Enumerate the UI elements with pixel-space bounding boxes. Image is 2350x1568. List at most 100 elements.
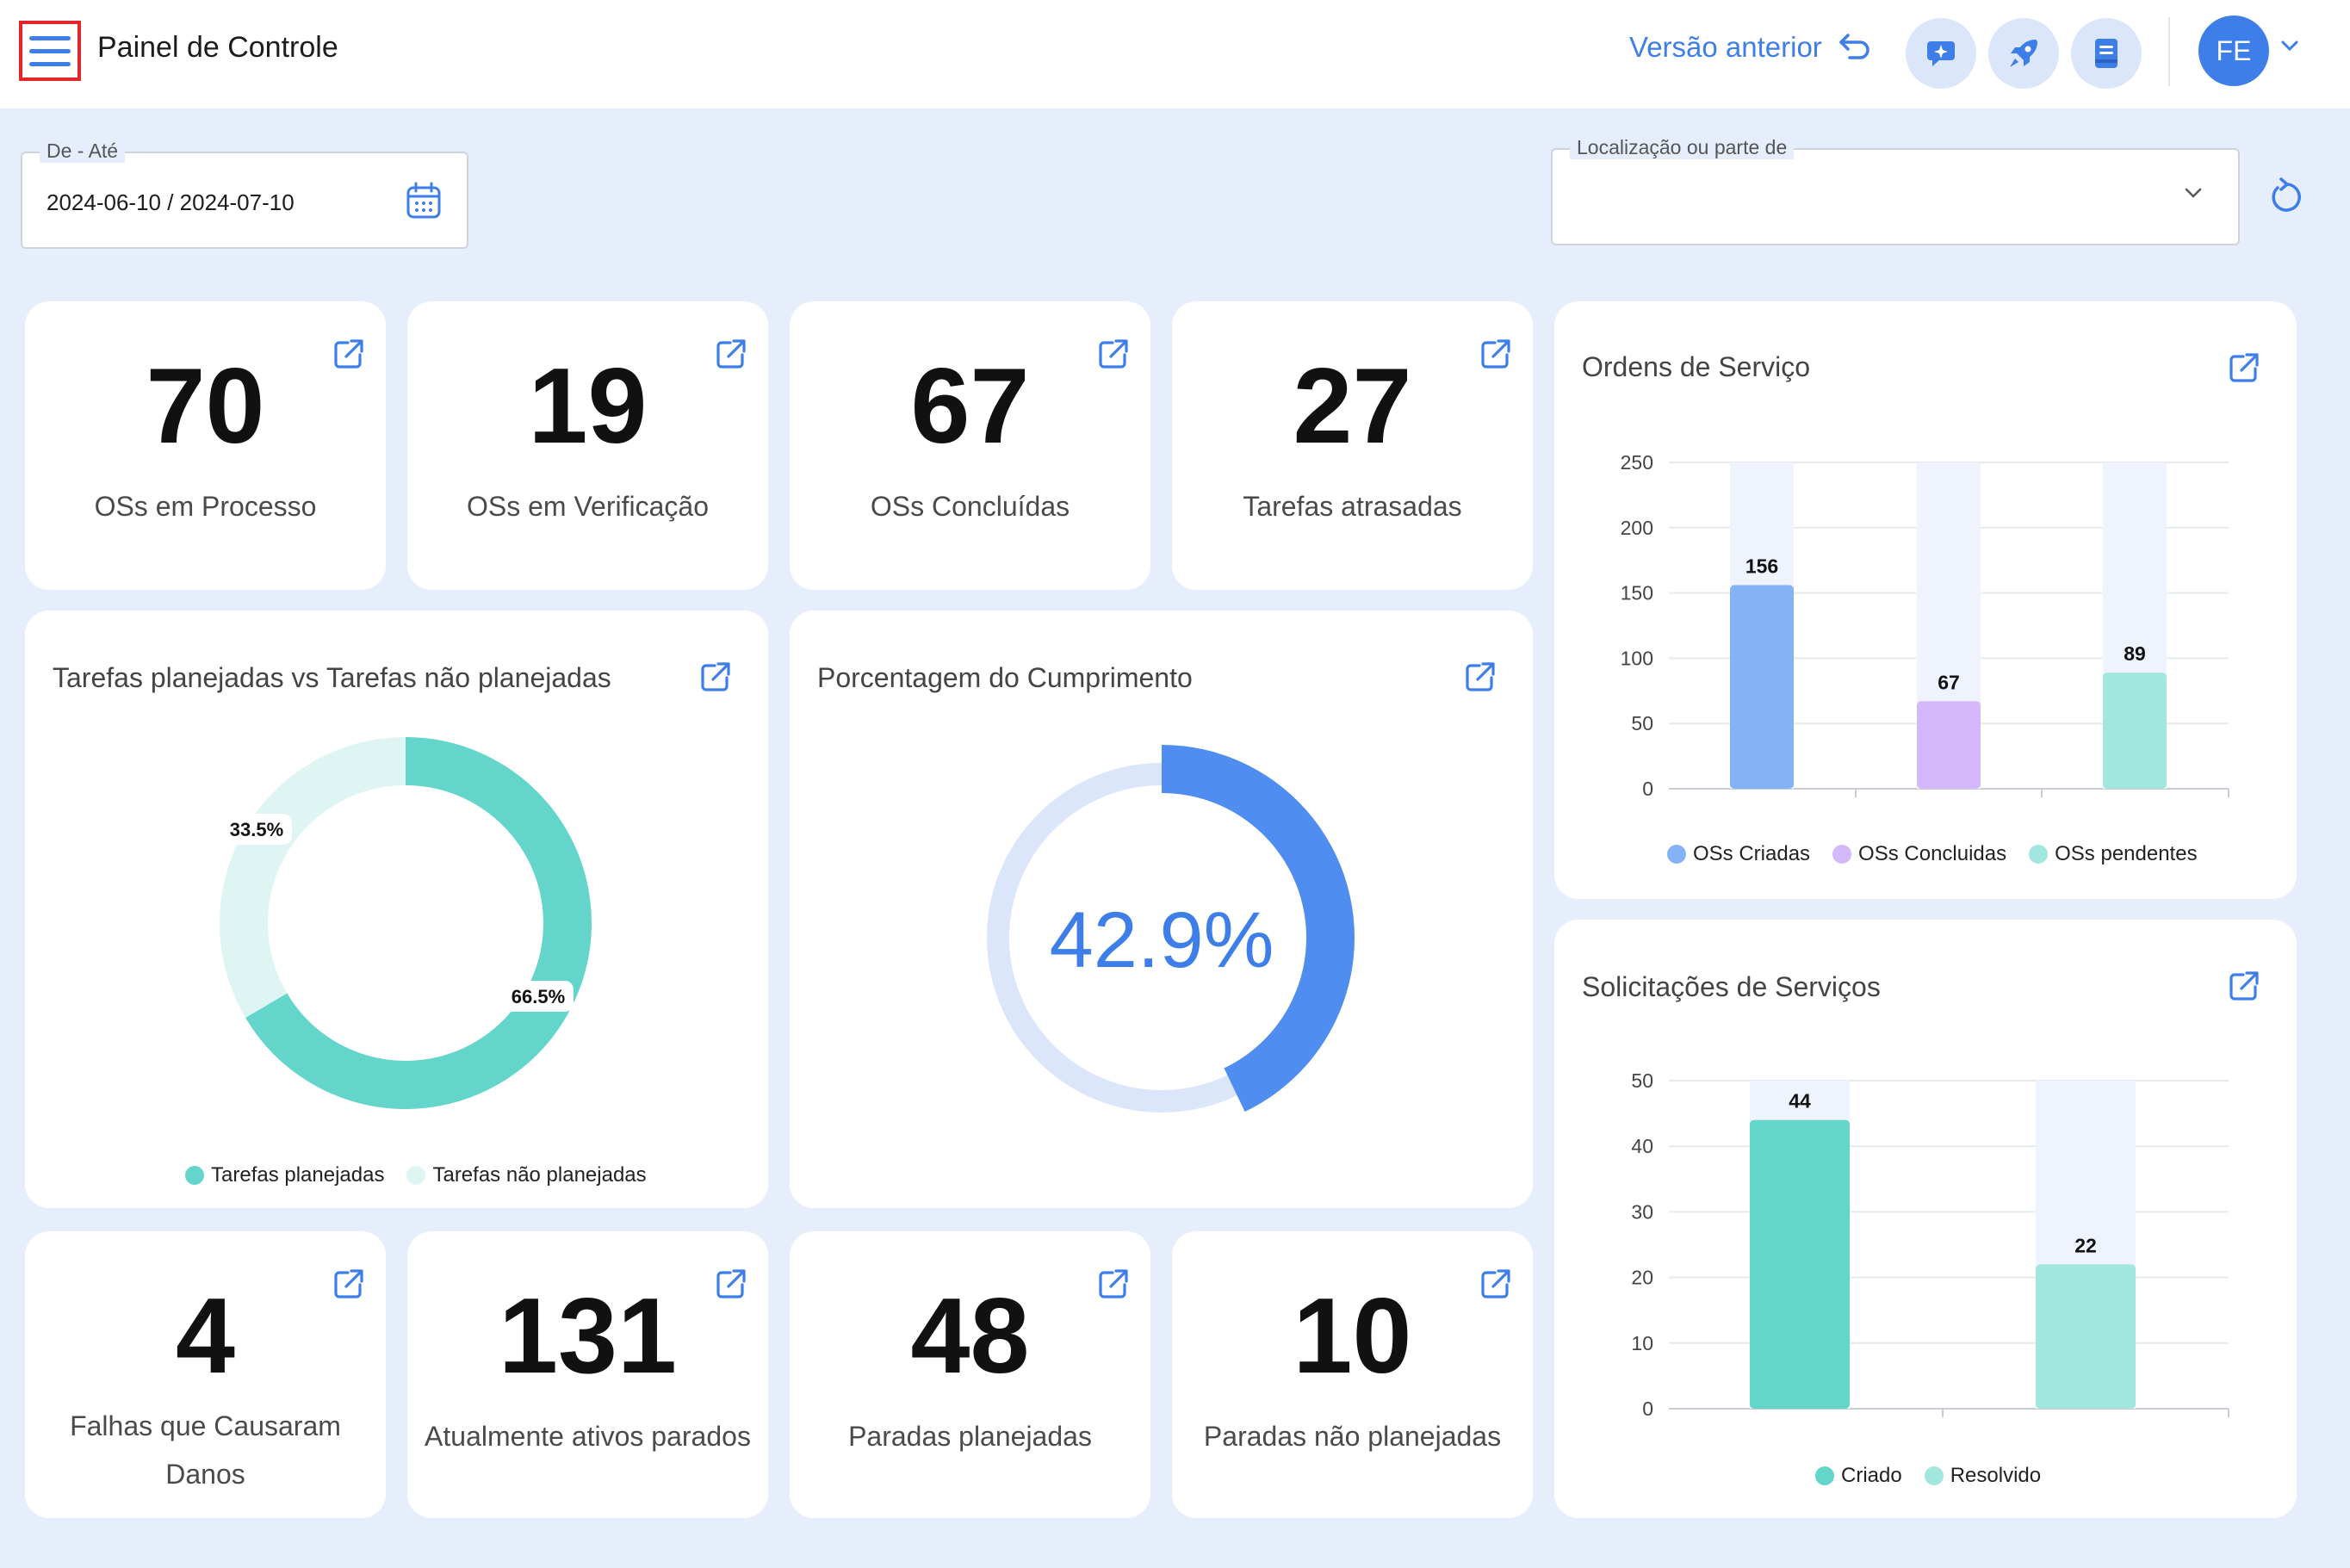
- legend-label: OSs pendentes: [2055, 842, 2198, 865]
- chat-sparkle-icon: [1927, 41, 1955, 66]
- card-title: Tarefas planejadas vs Tarefas não planej…: [53, 662, 611, 693]
- donut-chart: 33.5% 66.5%: [220, 737, 592, 1109]
- kpi-card-os-in-process[interactable]: 70 OSs em Processo: [25, 301, 386, 590]
- service-requests-card: Solicitações de Serviços 0 10 20 30 40 50 44 22…: [1554, 920, 2297, 1518]
- kpi-value: 19: [528, 347, 648, 466]
- card-title: Porcentagem do Cumprimento: [817, 662, 1193, 693]
- service-orders-card: Ordens de Serviço 0 50 100 150 200 250 156 67 89…: [1554, 301, 2297, 899]
- reset-filters-icon[interactable]: [2267, 176, 2305, 217]
- location-select[interactable]: Localização ou parte de: [1551, 136, 2240, 245]
- service-orders-legend: OSs Criadas OSs Concluidas OSs pendentes: [1667, 842, 2198, 866]
- kpi-label: Paradas planejadas: [848, 1421, 1092, 1452]
- external-link-icon[interactable]: [329, 1266, 367, 1304]
- bar-oss-concluidas[interactable]: [1917, 701, 1981, 789]
- y-tick-label: 0: [1642, 1398, 1653, 1420]
- kpi-card-unplanned-stops[interactable]: 10 Paradas não planejadas: [1172, 1231, 1533, 1518]
- hamburger-menu-button[interactable]: [19, 21, 81, 81]
- external-link-icon[interactable]: [2224, 968, 2262, 1006]
- gauge-chart: 42.9%: [987, 745, 1355, 1112]
- legend-label: Criado: [1841, 1464, 1902, 1487]
- legend-item-created[interactable]: OSs Criadas: [1667, 842, 1810, 866]
- legend-label: OSs Concluidas: [1858, 842, 2007, 865]
- kpi-value: 70: [146, 347, 265, 466]
- external-link-icon[interactable]: [1094, 1266, 1132, 1304]
- legend-label: Tarefas não planejadas: [432, 1163, 647, 1187]
- user-avatar[interactable]: FE: [2198, 15, 2269, 86]
- kpi-card-os-in-verification[interactable]: 19 OSs em Verificação: [407, 301, 768, 590]
- page-title: Painel de Controle: [97, 31, 338, 64]
- y-tick-label: 30: [1631, 1200, 1653, 1223]
- legend-item-pending[interactable]: OSs pendentes: [2029, 842, 2198, 866]
- legend-item-planned[interactable]: Tarefas planejadas: [185, 1163, 384, 1187]
- bar-criado[interactable]: [1750, 1119, 1850, 1409]
- kpi-label: OSs Concluídas: [870, 491, 1070, 522]
- bar-value-label: 67: [1938, 671, 1960, 693]
- external-link-icon[interactable]: [1094, 336, 1132, 374]
- legend-item-completed[interactable]: OSs Concluidas: [1832, 842, 2006, 866]
- rocket-button[interactable]: [1988, 18, 2059, 89]
- legend-dot: [2029, 845, 2049, 864]
- donut-label-planned: 66.5%: [503, 981, 574, 1012]
- bar-oss-criadas[interactable]: [1730, 585, 1794, 789]
- y-tick-label: 20: [1631, 1267, 1653, 1289]
- external-link-icon[interactable]: [711, 336, 749, 374]
- external-link-icon[interactable]: [1460, 659, 1498, 697]
- y-tick-label: 10: [1631, 1332, 1653, 1354]
- legend-dot: [406, 1166, 426, 1185]
- bar-value-label: 156: [1745, 555, 1778, 578]
- external-link-icon[interactable]: [711, 1266, 749, 1304]
- external-link-icon[interactable]: [2224, 350, 2262, 387]
- external-link-icon[interactable]: [696, 659, 734, 697]
- legend-label: Tarefas planejadas: [211, 1163, 385, 1187]
- kpi-card-assets-down[interactable]: 131 Atualmente ativos parados: [407, 1231, 768, 1518]
- service-requests-bar-chart: 0 10 20 30 40 50 44 22: [1631, 1069, 2229, 1420]
- service-orders-bar-chart: 0 50 100 150 200 250 156 67 89: [1621, 451, 2229, 800]
- previous-version-link[interactable]: Versão anterior: [1629, 31, 1872, 64]
- donut-slice-unplanned[interactable]: [220, 737, 406, 1018]
- date-range-field[interactable]: De - Até 2024-06-10 / 2024-07-10: [21, 139, 468, 249]
- rocket-icon: [2010, 40, 2037, 67]
- kpi-card-planned-stops[interactable]: 48 Paradas planejadas: [790, 1231, 1150, 1518]
- y-tick-label: 250: [1621, 451, 1653, 474]
- kpi-card-overdue-tasks[interactable]: 27 Tarefas atrasadas: [1172, 301, 1533, 590]
- kpi-label: Paradas não planejadas: [1203, 1421, 1502, 1452]
- chevron-down-icon[interactable]: [2280, 40, 2299, 52]
- legend-label: OSs Criadas: [1693, 842, 1811, 865]
- y-tick-label: 200: [1621, 517, 1653, 539]
- date-range-value: 2024-06-10 / 2024-07-10: [47, 189, 295, 215]
- kpi-value: 131: [499, 1277, 677, 1396]
- external-link-icon[interactable]: [1476, 1266, 1514, 1304]
- calendar-icon[interactable]: [405, 181, 443, 220]
- external-link-icon[interactable]: [329, 336, 367, 374]
- previous-version-label: Versão anterior: [1629, 31, 1822, 63]
- external-link-icon[interactable]: [1476, 336, 1514, 374]
- gauge-progress-arc: [1161, 745, 1355, 1112]
- kpi-label: Atualmente ativos parados: [425, 1421, 751, 1452]
- bar-oss-pendentes[interactable]: [2103, 672, 2167, 789]
- y-tick-label: 50: [1631, 1069, 1653, 1092]
- kpi-card-os-completed[interactable]: 67 OSs Concluídas: [790, 301, 1150, 590]
- location-legend: Localização ou parte de: [1570, 136, 1795, 159]
- y-tick-label: 50: [1631, 712, 1653, 734]
- legend-dot: [1832, 845, 1852, 864]
- kpi-card-failures-damage[interactable]: 4 Falhas que Causaram Danos: [25, 1231, 386, 1518]
- legend-dot: [185, 1166, 204, 1185]
- menu-line: [29, 61, 71, 66]
- donut-label-unplanned-text: 33.5%: [230, 819, 283, 840]
- menu-line: [29, 48, 71, 53]
- legend-item-resolved[interactable]: Resolvido: [1924, 1464, 2042, 1488]
- card-title: Solicitações de Serviços: [1582, 971, 1881, 1002]
- chat-sparkle-button[interactable]: [1906, 18, 1976, 89]
- notes-button[interactable]: [2071, 18, 2142, 89]
- y-tick-label: 150: [1621, 582, 1653, 604]
- kpi-value: 27: [1293, 347, 1412, 466]
- date-range-legend: De - Até: [40, 139, 126, 163]
- legend-item-unplanned[interactable]: Tarefas não planejadas: [406, 1163, 647, 1187]
- legend-item-created[interactable]: Criado: [1815, 1464, 1902, 1488]
- bar-value-label: 44: [1789, 1090, 1811, 1112]
- bar-value-label: 22: [2074, 1234, 2097, 1256]
- bar-resolvido[interactable]: [2036, 1264, 2136, 1409]
- chevron-down-icon[interactable]: [2183, 186, 2204, 200]
- legend-dot: [1667, 845, 1686, 864]
- legend-label: Resolvido: [1950, 1464, 2042, 1487]
